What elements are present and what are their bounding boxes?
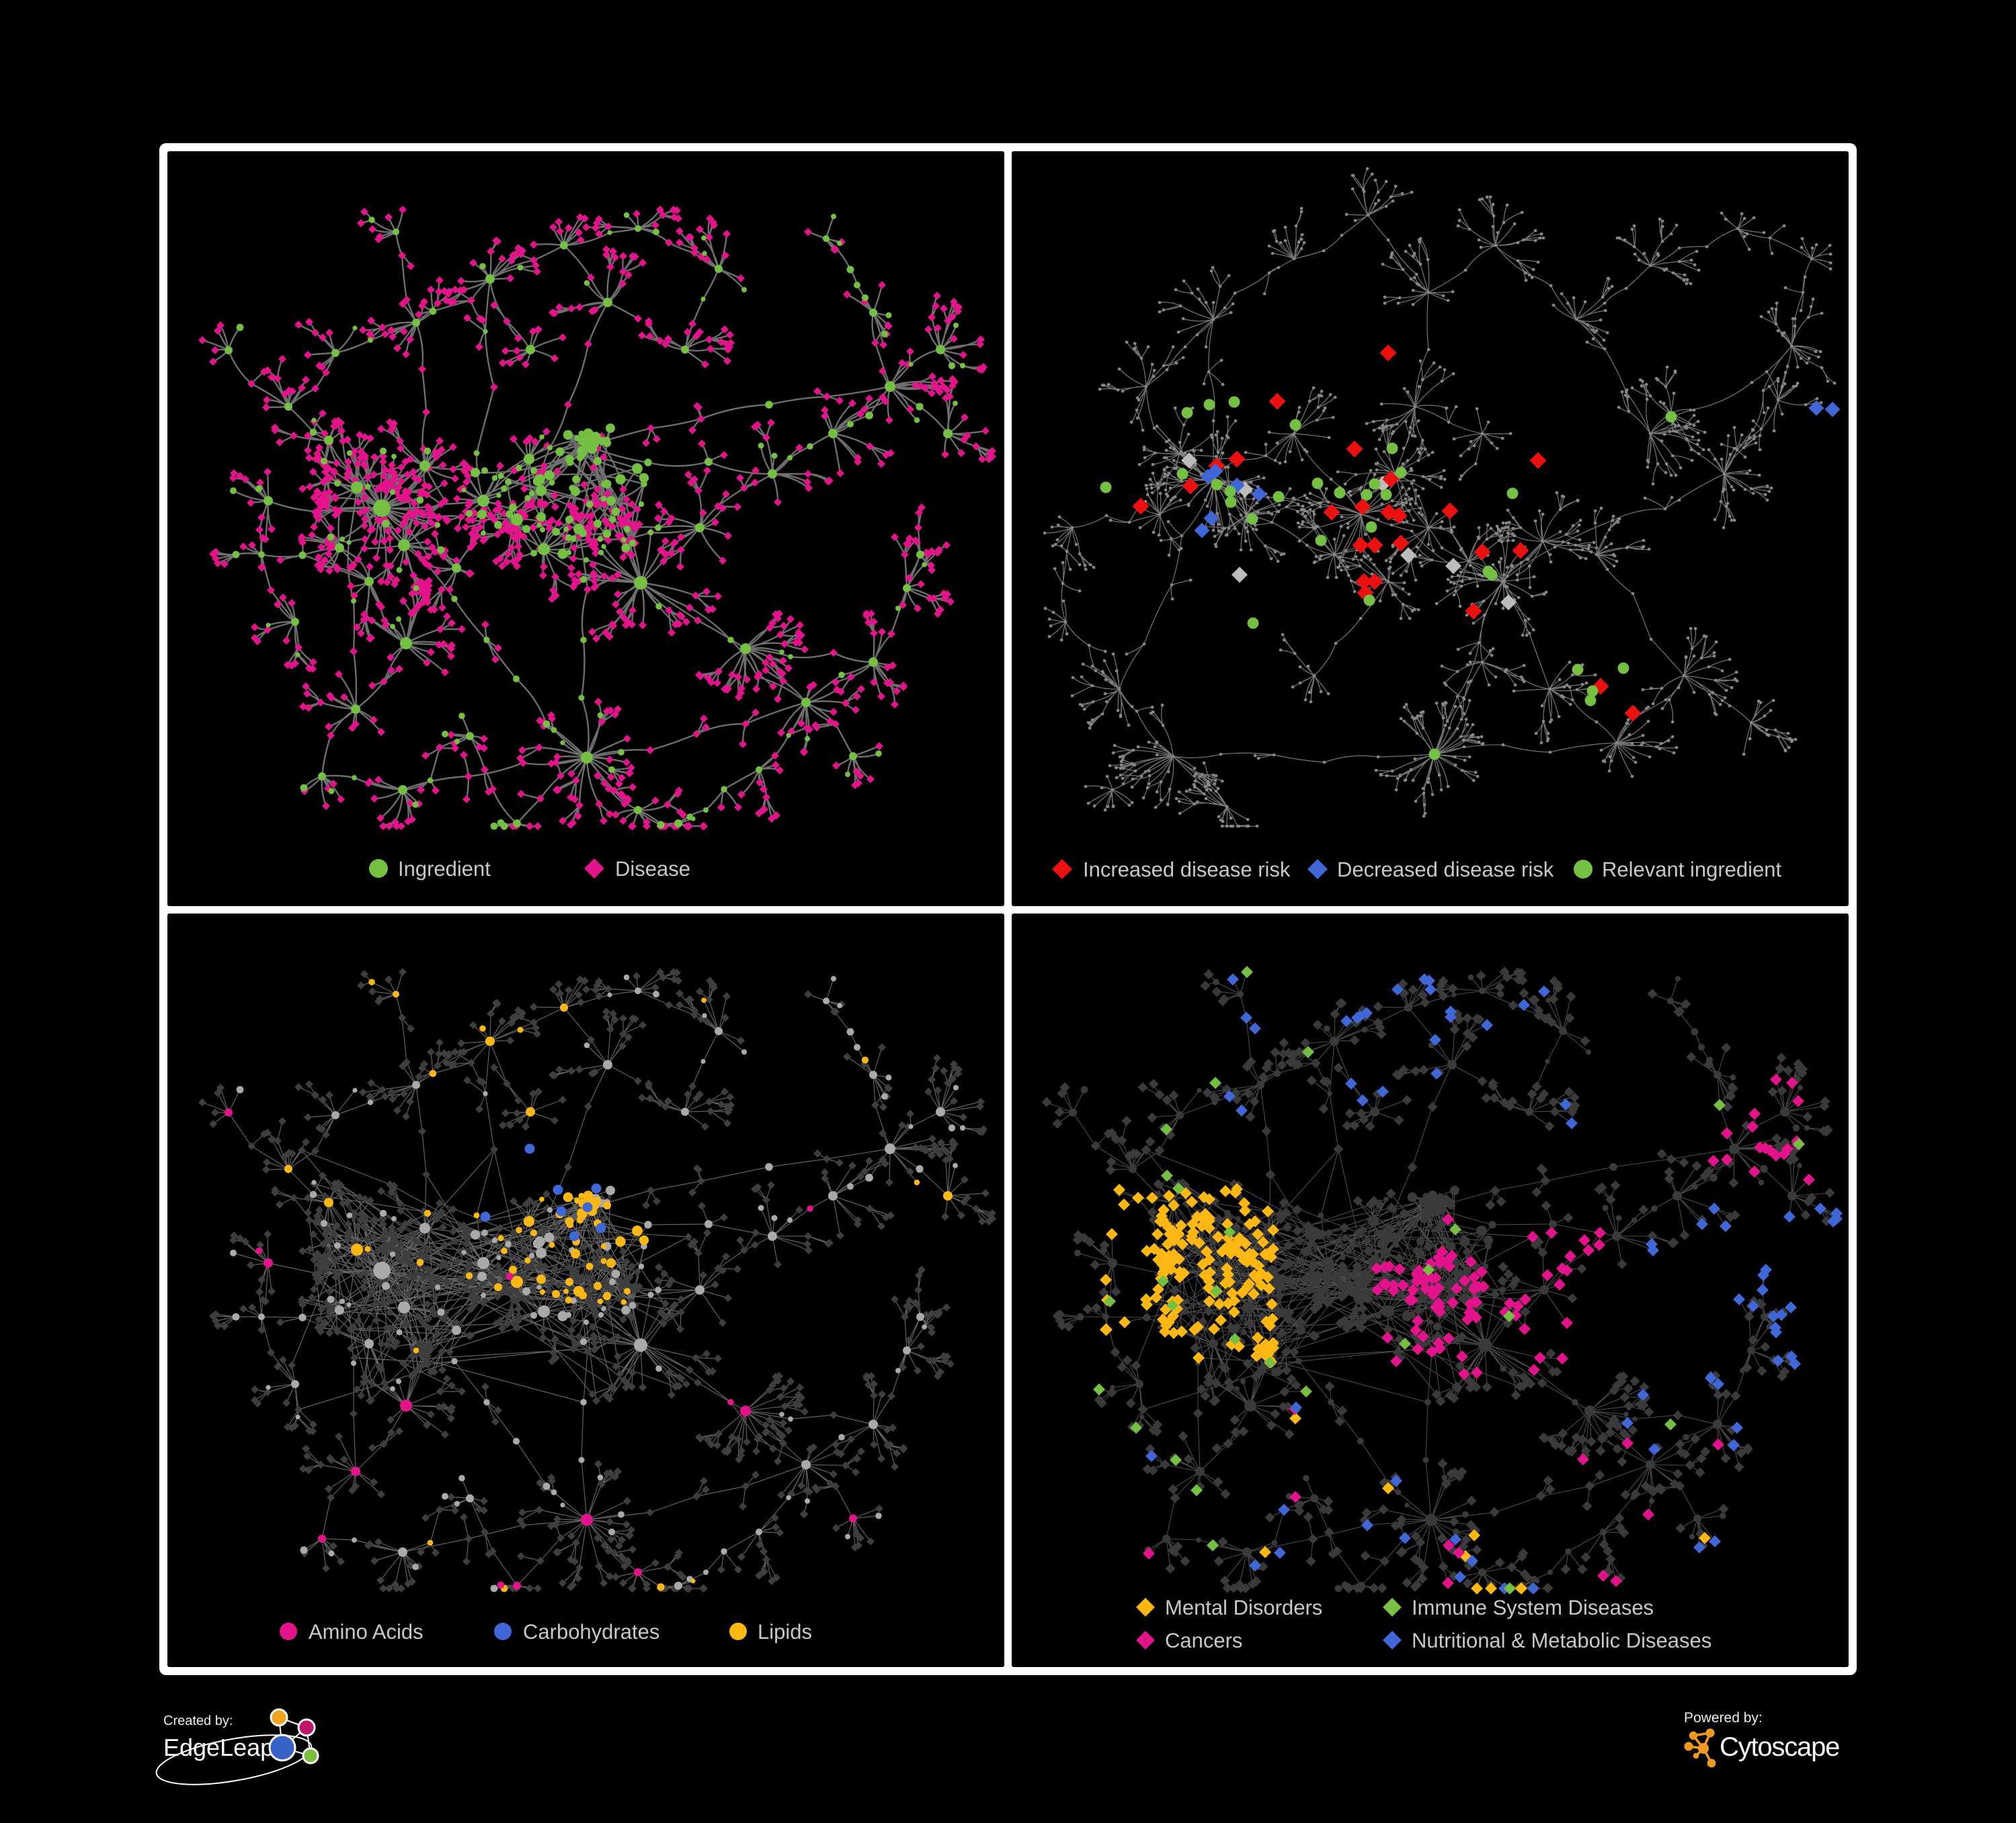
svg-text:Mental Disorders: Mental Disorders	[1165, 1596, 1322, 1619]
svg-text:Powered by:: Powered by:	[1684, 1710, 1763, 1726]
svg-text:Nutritional & Metabolic Diseas: Nutritional & Metabolic Diseases	[1412, 1629, 1711, 1652]
svg-text:Ingredient: Ingredient	[398, 857, 491, 881]
svg-text:EdgeLeap: EdgeLeap	[163, 1734, 274, 1761]
svg-text:Increased disease risk: Increased disease risk	[1083, 858, 1291, 881]
svg-text:Created by:: Created by:	[163, 1713, 233, 1728]
svg-text:Cytoscape: Cytoscape	[1720, 1732, 1839, 1762]
svg-text:Cancers: Cancers	[1165, 1629, 1242, 1652]
svg-text:Relevant ingredient: Relevant ingredient	[1602, 858, 1782, 881]
svg-text:Decreased disease risk: Decreased disease risk	[1337, 858, 1554, 881]
svg-text:Immune System Diseases: Immune System Diseases	[1412, 1596, 1654, 1619]
svg-text:Lipids: Lipids	[758, 1620, 812, 1644]
svg-text:Disease: Disease	[615, 857, 690, 881]
svg-text:Carbohydrates: Carbohydrates	[523, 1620, 659, 1644]
svg-text:Amino Acids: Amino Acids	[309, 1620, 424, 1644]
